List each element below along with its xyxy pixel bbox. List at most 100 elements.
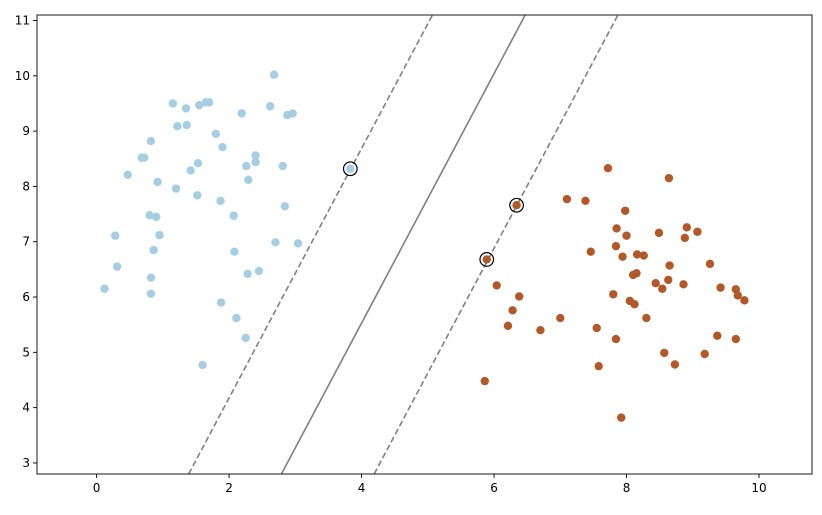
point-classa-35 — [242, 161, 251, 171]
y-tick-label-6: 9 — [22, 124, 30, 138]
point-classa-10 — [149, 245, 158, 255]
point-classb-6 — [515, 292, 524, 301]
point-classb-13 — [594, 361, 603, 371]
point-classa-38 — [251, 151, 260, 160]
y-tick-label-2: 5 — [22, 345, 30, 359]
y-axis: 3 4 5 6 7 8 9 10 11 — [15, 14, 37, 470]
x-axis: 0 2 4 6 8 10 — [93, 474, 767, 495]
point-classa-48 — [293, 239, 303, 248]
point-classb-18 — [612, 224, 621, 233]
point-classb-28 — [639, 251, 648, 260]
point-classb-1 — [482, 255, 491, 264]
point-classb-49 — [740, 296, 749, 305]
point-classb-3 — [503, 321, 513, 330]
x-tick-label-1: 2 — [225, 481, 233, 495]
support-vector-markers — [342, 161, 524, 267]
point-classb-22 — [622, 231, 631, 240]
point-classb-0 — [480, 376, 489, 386]
point-classa-32 — [232, 313, 241, 323]
point-classb-16 — [611, 334, 621, 344]
y-tick-label-3: 6 — [22, 290, 30, 304]
boundary-lines — [187, 15, 619, 474]
point-classb-2 — [492, 281, 501, 290]
x-tick-label-5: 10 — [751, 481, 766, 495]
point-classb-47 — [731, 334, 741, 344]
support-vector-ring-1 — [509, 197, 524, 213]
point-classa-5 — [140, 153, 149, 162]
point-classb-27 — [632, 250, 642, 259]
point-classb-25 — [630, 300, 639, 309]
point-classa-13 — [155, 230, 164, 240]
support-vector-ring-0 — [342, 161, 358, 177]
point-classb-37 — [670, 360, 680, 369]
point-classa-18 — [182, 120, 191, 130]
y-tick-label-8: 11 — [15, 14, 30, 28]
y-tick-label-7: 10 — [15, 69, 30, 83]
point-classb-5 — [512, 201, 521, 210]
point-classb-35 — [664, 173, 674, 183]
point-classa-1 — [110, 231, 120, 240]
point-classa-8 — [146, 273, 156, 282]
point-classa-19 — [186, 166, 195, 175]
point-classb-21 — [621, 206, 630, 215]
point-classa-27 — [216, 196, 225, 206]
point-classb-43 — [705, 259, 715, 269]
point-classb-45 — [716, 283, 725, 292]
point-classb-48 — [733, 291, 743, 300]
point-classa-9 — [146, 289, 156, 298]
point-classa-17 — [181, 104, 191, 113]
point-classa-15 — [171, 184, 181, 193]
point-classa-16 — [173, 121, 182, 131]
point-classa-11 — [152, 212, 161, 222]
point-classa-6 — [145, 210, 154, 220]
point-classa-7 — [146, 136, 156, 146]
point-classa-41 — [265, 102, 275, 111]
point-classb-34 — [664, 275, 673, 285]
plot-frame — [36, 14, 813, 475]
point-classa-44 — [278, 161, 287, 171]
point-classa-34 — [241, 333, 250, 343]
point-classb-10 — [581, 196, 590, 206]
point-classa-43 — [271, 238, 280, 247]
plot-area — [100, 15, 749, 474]
point-classb-44 — [713, 331, 722, 340]
data-points — [100, 70, 749, 422]
y-tick-label-0: 3 — [22, 456, 30, 470]
point-classa-20 — [193, 191, 202, 200]
point-classa-31 — [230, 247, 239, 256]
point-classb-20 — [618, 252, 627, 261]
margin-line-0 — [187, 15, 434, 474]
point-classa-45 — [280, 202, 289, 211]
point-classa-42 — [269, 70, 279, 79]
point-classa-29 — [216, 298, 226, 307]
point-classa-0 — [100, 284, 109, 293]
point-classb-31 — [654, 228, 664, 238]
point-classb-41 — [693, 227, 702, 236]
point-classb-42 — [700, 349, 709, 359]
point-classa-22 — [195, 100, 204, 110]
x-tick-label-4: 8 — [623, 481, 631, 495]
point-classb-26 — [632, 269, 641, 278]
point-classa-25 — [205, 98, 214, 107]
point-classb-38 — [679, 280, 688, 289]
point-classa-26 — [211, 129, 221, 139]
point-classb-29 — [642, 313, 651, 323]
x-tick-label-2: 4 — [358, 481, 366, 495]
point-classa-47 — [288, 109, 297, 118]
point-classb-33 — [660, 348, 669, 358]
point-classb-4 — [508, 306, 517, 315]
y-tick-label-1: 4 — [22, 401, 30, 415]
y-tick-label-4: 7 — [22, 235, 30, 249]
point-classa-36 — [243, 269, 252, 279]
decision-boundary-line — [280, 15, 526, 474]
margin-line-2 — [373, 15, 619, 474]
point-classb-39 — [680, 233, 690, 243]
point-classb-9 — [562, 194, 572, 204]
point-classa-28 — [218, 142, 227, 152]
point-classa-40 — [254, 266, 264, 276]
point-classa-21 — [193, 159, 203, 168]
point-classb-30 — [651, 279, 660, 288]
